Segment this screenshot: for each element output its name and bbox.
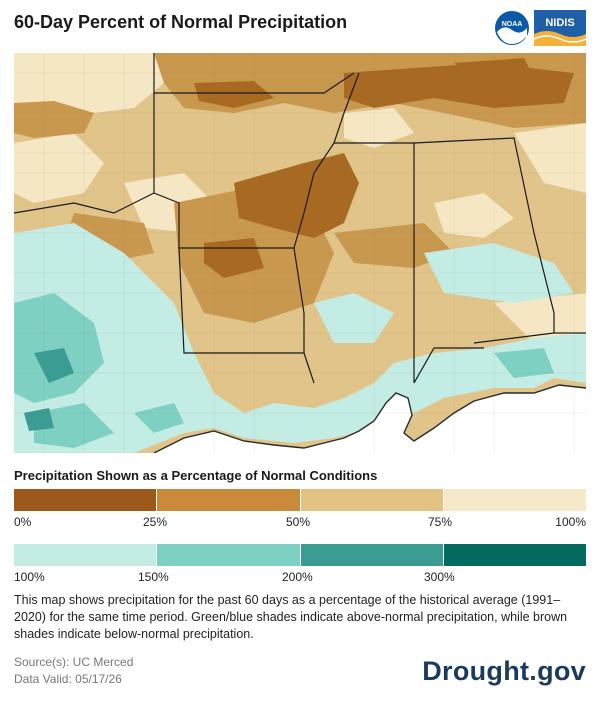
above-normal-areas xyxy=(14,223,586,453)
legend-swatch-50-75 xyxy=(300,489,444,511)
legend-tick: 100% xyxy=(555,515,586,529)
legend-ticks-above-normal: 100% 150% 200% 300% xyxy=(14,570,586,586)
legend-swatch-75-100 xyxy=(443,489,586,511)
legend-swatch-150-200 xyxy=(157,544,301,566)
legend-tick: 200% xyxy=(282,570,313,584)
noaa-logo-icon[interactable]: NOAA xyxy=(494,10,530,46)
source-line: Source(s): UC Merced xyxy=(14,655,134,669)
legend-bar-above-normal xyxy=(14,544,586,566)
legend-ticks-below-normal: 0% 25% 50% 75% 100% xyxy=(14,515,586,531)
noaa-logo-text: NOAA xyxy=(502,21,523,28)
header: 60-Day Percent of Normal Precipitation N… xyxy=(14,10,586,46)
precipitation-map[interactable] xyxy=(14,53,586,453)
legend-swatch-200-300 xyxy=(300,544,444,566)
map-description: This map shows precipitation for the pas… xyxy=(14,593,568,641)
legend-swatch-100-150 xyxy=(14,544,158,566)
legend-tick: 0% xyxy=(14,515,32,529)
logo-group: NOAA NIDIS xyxy=(494,10,586,46)
legend-swatch-0-25 xyxy=(14,489,158,511)
legend-swatch-25-50 xyxy=(157,489,301,511)
map-canvas[interactable] xyxy=(14,53,586,453)
legend-tick: 300% xyxy=(424,570,455,584)
well-above-normal-areas xyxy=(24,348,74,431)
gulf-of-mexico xyxy=(154,385,586,453)
nidis-logo-icon[interactable]: NIDIS xyxy=(534,10,586,46)
state-borders xyxy=(14,53,586,384)
legend-tick: 50% xyxy=(286,515,311,529)
source-info: Source(s): UC Merced Data Valid: 05/17/2… xyxy=(14,654,133,688)
above-normal-teal-areas xyxy=(14,293,554,448)
legend-tick: 150% xyxy=(138,570,169,584)
county-grid xyxy=(14,53,586,453)
legend-swatch-300-plus xyxy=(443,544,586,566)
drought-gov-brand[interactable]: Drought.gov xyxy=(422,656,586,686)
legend-tick: 75% xyxy=(428,515,453,529)
legend-title: Precipitation Shown as a Percentage of N… xyxy=(14,468,378,483)
nidis-logo-text: NIDIS xyxy=(545,17,574,29)
map-title: 60-Day Percent of Normal Precipitation xyxy=(14,12,348,32)
legend-tick: 100% xyxy=(14,570,45,584)
legend-tick: 25% xyxy=(143,515,168,529)
well-below-normal-areas xyxy=(194,58,574,278)
data-valid-line: Data Valid: 05/17/26 xyxy=(14,672,122,686)
legend-bar-below-normal xyxy=(14,489,586,511)
coastline xyxy=(153,384,586,453)
